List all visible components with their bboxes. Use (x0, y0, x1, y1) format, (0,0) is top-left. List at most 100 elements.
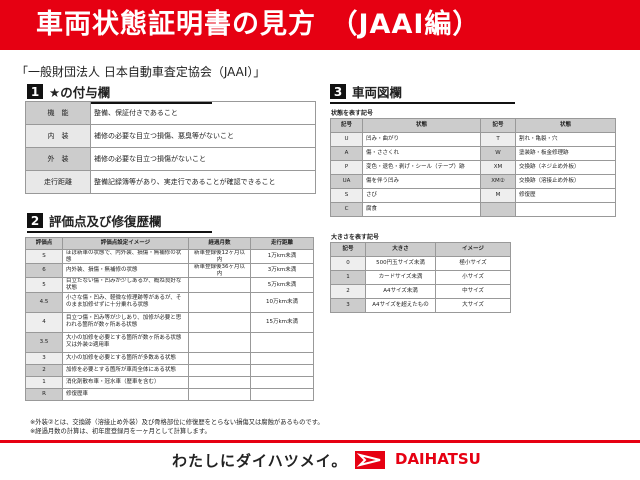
table-cell: UA (330, 174, 363, 189)
table-row: C 腐食 (330, 202, 616, 217)
table-row: 5 目立たない傷・凹みが少しあるが、概ね良好な状態 5万km未満 (25, 277, 314, 293)
table-cell: 中サイズ (435, 284, 511, 299)
column-header: 評価点設定イメージ (62, 237, 189, 250)
notes: ※外装②とは、交換跡（溶接止め外装）及び骨格部位に修復歴をとらない損傷又は腐蝕が… (30, 418, 324, 436)
table-cell: 3.5 (25, 331, 63, 353)
brand-name: DAIHATSU (395, 450, 481, 468)
table-cell: 塗装跡・板金修理跡 (515, 146, 616, 161)
table-cell: XM (480, 160, 516, 175)
table-cell: 変色・退色・剥げ・シール（テープ）跡 (362, 160, 481, 175)
table-cell: A (330, 146, 363, 161)
table-row: UA 傷を伴う凹み XM② 交換跡（溶接止め外板） (330, 174, 616, 189)
size-subtitle: 大きさを表す記号 (331, 234, 380, 241)
table-row: 1 カードサイズ未満 小サイズ (330, 270, 511, 285)
table-cell: 交換跡（ネジ止め外板） (515, 160, 616, 175)
table-row: 6 内外装、損傷・無補修の状態 新車登録後36ヶ月以内 3万km未満 (25, 263, 314, 279)
table-row: A 傷・ささくれ W 塗装跡・板金修理跡 (330, 146, 616, 161)
grade-table: 評価点 評価点設定イメージ 経過月数 走行距離 S ほぼ新車の状態で、内外装、損傷・無補修… (25, 237, 314, 401)
table-cell (188, 291, 251, 313)
table-cell: 割れ・亀裂・穴 (515, 132, 616, 147)
table-cell: XM② (480, 174, 516, 189)
table-row: S さび M 修復歴 (330, 188, 616, 203)
section-title: 車両図欄 (352, 85, 403, 100)
table-cell: 500円玉サイズ未満 (365, 256, 436, 271)
note: ※外装②とは、交換跡（溶接止め外装）及び骨格部位に修復歴をとらない損傷又は腐蝕が… (30, 419, 324, 426)
row-label: 機 能 (25, 101, 91, 125)
table-cell: 10万km未満 (250, 291, 314, 313)
table-row: P 変色・退色・剥げ・シール（テープ）跡 XM 交換跡（ネジ止め外板） (330, 160, 616, 175)
table-row: S ほぼ新車の状態で、内外装、損傷・無補修の状態 新車登録後12ヶ月以内 1万km未満 (25, 248, 314, 265)
table-cell: 新車登録後36ヶ月以内 (188, 263, 251, 279)
table-cell: 消化剤散布車・冠水車（歴車を含む） (62, 375, 189, 389)
column-header: 経過月数 (188, 237, 251, 250)
table-cell: 1 (25, 375, 63, 389)
section-title: 評価点及び修復歴欄 (49, 214, 162, 229)
column-header: 状態 (362, 118, 481, 133)
size-table: 記号 大きさ イメージ 0 500円玉サイズ未満 極小サイズ 1 カードサイズ未満 小サイズ 2 A… (330, 242, 511, 313)
table-cell (188, 375, 251, 389)
page-title-banner: 車両状態証明書の見方 （JAAI編） (0, 0, 640, 50)
table-cell: 6 (25, 263, 63, 279)
table-cell (188, 311, 251, 333)
table-cell: 交換跡（溶接止め外板） (515, 174, 616, 189)
table-cell (250, 363, 314, 377)
table-cell (188, 331, 251, 353)
table-cell (250, 331, 314, 353)
table-cell: 加修を必要とする箇所が車両全体にある状態 (62, 363, 189, 377)
table-row: U 凹み・曲がり T 割れ・亀裂・穴 (330, 132, 616, 147)
table-cell: 大サイズ (435, 298, 511, 313)
table-row: 3 大小の加修を必要とする箇所が多数ある状態 (25, 351, 314, 365)
table-cell: 極小サイズ (435, 256, 511, 271)
section3-heading: 3 車両図欄 (330, 82, 515, 104)
table-cell: 小サイズ (435, 270, 511, 285)
table-row: 走行距離 整備記録簿等があり、実走行であることが確認できること (25, 170, 316, 194)
table-cell: カードサイズ未満 (365, 270, 436, 285)
slogan: わたしにダイハツメイ。 (172, 452, 348, 470)
column-header: 記号 (330, 242, 366, 257)
table-cell: ほぼ新車の状態で、内外装、損傷・無補修の状態 (62, 248, 189, 265)
column-header: 記号 (480, 118, 516, 133)
table-cell (188, 363, 251, 377)
table-cell (188, 387, 251, 401)
row-text: 補修の必要な目立つ損傷がないこと (90, 147, 316, 171)
table-cell: 15万km未満 (250, 311, 314, 333)
section-title: ★の付与欄 (49, 85, 111, 100)
table-cell (188, 277, 251, 293)
table-cell: M (480, 188, 516, 203)
table-cell: S (25, 248, 63, 265)
table-row: 4 目立つ傷・凹み等が少しあり、加修が必要と思われる箇所が数ヶ所ある状態 15万km… (25, 311, 314, 333)
table-cell: A4サイズを超えたもの (365, 298, 436, 313)
table-cell: 2 (25, 363, 63, 377)
table-cell: 4 (25, 311, 63, 333)
row-label: 内 装 (25, 124, 91, 148)
table-row: 内 装補修の必要な目立つ損傷、悪臭等がないこと (25, 124, 316, 148)
table-cell: 腐食 (362, 202, 481, 217)
table-cell (250, 387, 314, 401)
table-cell: 凹み・曲がり (362, 132, 481, 147)
row-label: 外 装 (25, 147, 91, 171)
row-text: 整備、保証付きであること (90, 101, 316, 125)
column-header: イメージ (435, 242, 511, 257)
table-cell: T (480, 132, 516, 147)
organization: 「一般財団法人 日本自動車査定協会（JAAI）」 (16, 65, 266, 79)
section-number: 1 (27, 84, 43, 99)
table-cell (515, 202, 616, 217)
table-row: 外 装補修の必要な目立つ損傷がないこと (25, 147, 316, 171)
row-text: 補修の必要な目立つ損傷、悪臭等がないこと (90, 124, 316, 148)
table-cell: 3万km未満 (250, 263, 314, 279)
section-number: 3 (330, 84, 346, 99)
condition-table: 記号 状態 記号 状態 U 凹み・曲がり T 割れ・亀裂・穴 A 傷・ささくれ W 塗装跡・板金修理跡… (330, 118, 616, 217)
table-cell (480, 202, 516, 217)
table-row: 2 加修を必要とする箇所が車両全体にある状態 (25, 363, 314, 377)
table-cell: 小さな傷・凹み、軽微な修理跡等があるが、そのまま加修せずに十分乗れる状態 (62, 291, 189, 313)
column-header: 走行距離 (250, 237, 314, 250)
star-table: 機 能整備、保証付きであること内 装補修の必要な目立つ損傷、悪臭等がないこと外 … (25, 101, 316, 194)
table-cell: 1万km未満 (250, 248, 314, 265)
table-cell: 5万km未満 (250, 277, 314, 293)
table-cell: S (330, 188, 363, 203)
section2-heading: 2 評価点及び修復歴欄 (27, 211, 212, 233)
table-row: 3 A4サイズを超えたもの 大サイズ (330, 298, 511, 313)
note: ※経過月数の計算は、初年度登録月を一ヶ月として計算します。 (30, 428, 211, 435)
table-cell: さび (362, 188, 481, 203)
table-cell: 目立たない傷・凹みが少しあるが、概ね良好な状態 (62, 277, 189, 293)
